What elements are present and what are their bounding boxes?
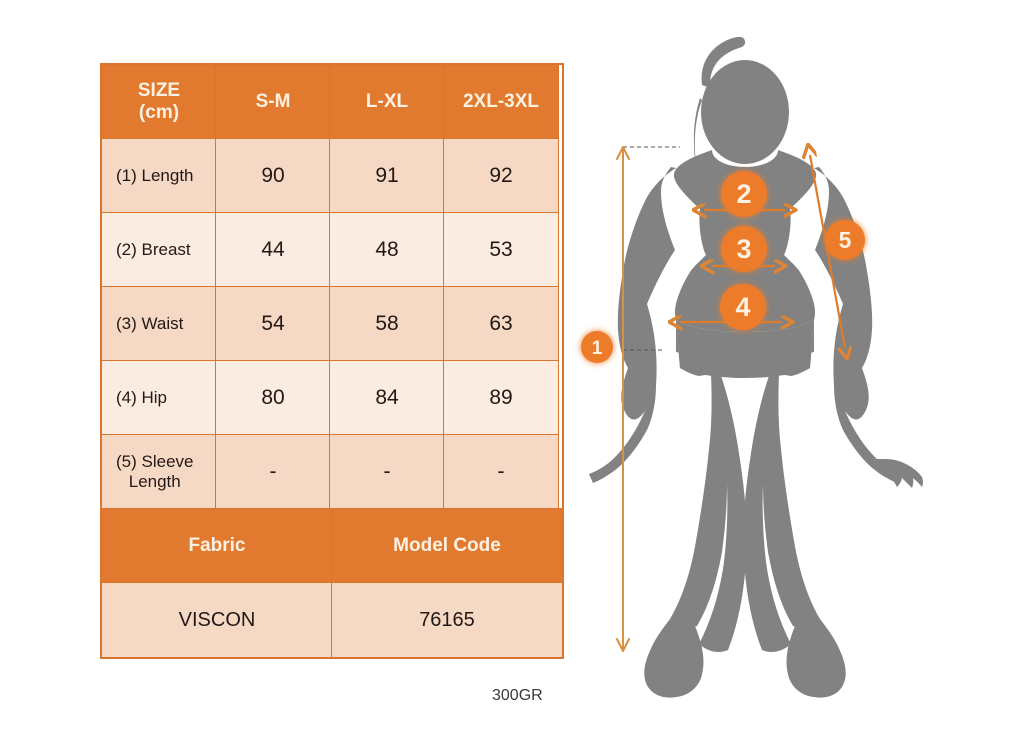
svg-text:5: 5 [839, 227, 852, 253]
svg-text:4: 4 [735, 292, 750, 322]
svg-text:1: 1 [592, 338, 603, 359]
svg-text:2: 2 [736, 179, 751, 209]
svg-text:3: 3 [736, 234, 751, 264]
